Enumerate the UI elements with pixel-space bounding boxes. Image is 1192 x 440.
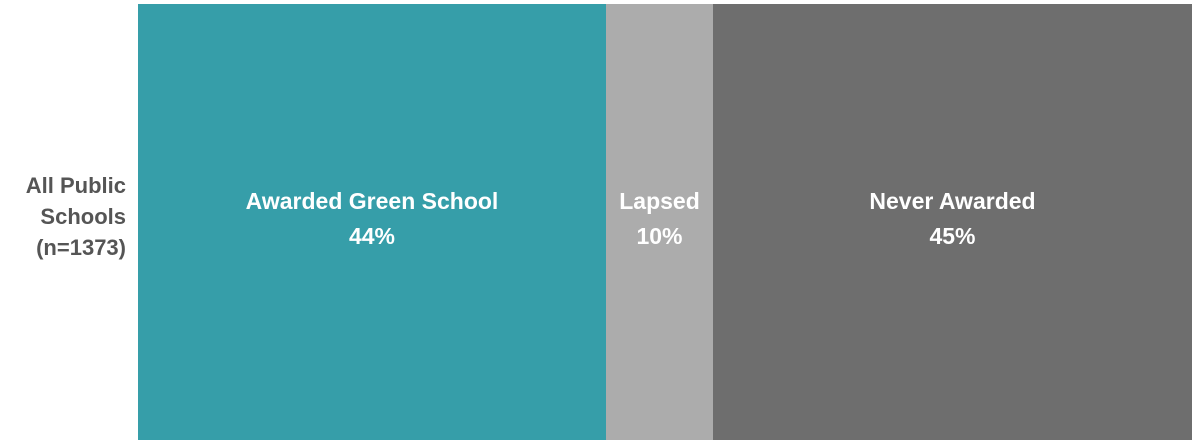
category-label-line: Schools <box>40 204 126 229</box>
segment-value-label: 45% <box>929 223 976 249</box>
segment-label: Lapsed 10% <box>606 184 713 254</box>
bar-segment-never-awarded: Never Awarded 45% <box>713 4 1192 440</box>
category-label-line: All Public <box>25 173 126 198</box>
segment-value-label: 10% <box>636 223 683 249</box>
segment-label: Never Awarded 45% <box>713 184 1192 254</box>
segment-series-name: Awarded Green School <box>245 188 499 214</box>
category-label-line: (n=1373) <box>36 235 126 260</box>
segment-value-label: 44% <box>348 223 396 249</box>
segment-series-name: Lapsed <box>619 188 700 214</box>
bar-segment-awarded: Awarded Green School 44% <box>138 4 606 440</box>
bar-area: Awarded Green School 44% Lapsed 10% Neve… <box>138 4 1192 440</box>
segment-series-name: Never Awarded <box>869 188 1036 214</box>
category-label: All Public Schools (n=1373) <box>0 170 126 263</box>
segment-label: Awarded Green School 44% <box>138 184 606 254</box>
bar-segment-lapsed: Lapsed 10% <box>606 4 713 440</box>
